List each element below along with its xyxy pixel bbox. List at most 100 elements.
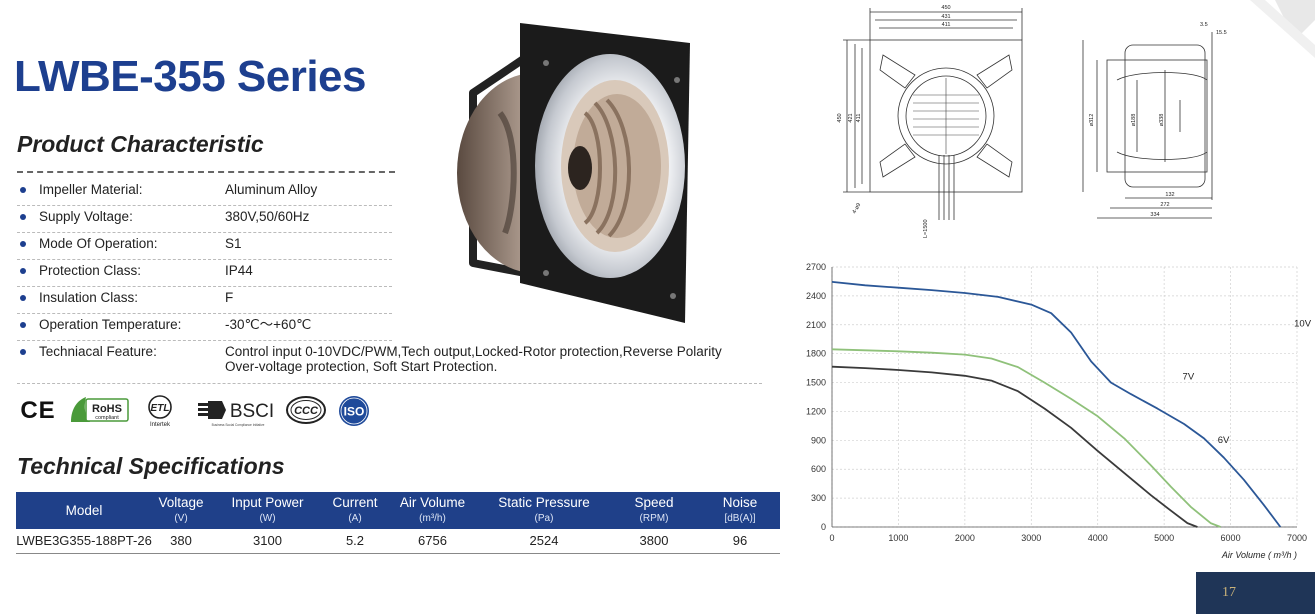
- y-tick-label: 1500: [806, 378, 826, 388]
- series-line-7v: [831, 348, 1221, 528]
- bullet-icon: [20, 349, 26, 355]
- ccc-icon: CCC: [286, 396, 326, 424]
- svg-text:RoHS: RoHS: [92, 403, 122, 415]
- table-cell: 2524: [480, 529, 608, 554]
- column-header: Air Volume (m³/h): [385, 492, 480, 529]
- svg-text:BSCI: BSCI: [230, 401, 274, 422]
- bullet-icon: [20, 241, 26, 247]
- bsci-icon: BSCI Business Social Compliance Initiati…: [198, 401, 274, 427]
- series-label: 7V: [1183, 372, 1195, 383]
- technical-specifications-table: Model Voltage (V) Input Power (W) Current(…: [16, 492, 780, 554]
- characteristic-value: F: [225, 290, 234, 305]
- svg-text:334: 334: [1150, 212, 1159, 218]
- iso-icon: ISO: [339, 396, 369, 426]
- svg-text:411: 411: [942, 22, 951, 28]
- series-line-10v: [831, 281, 1282, 528]
- series-title: LWBE-355 Series: [14, 52, 367, 101]
- table-cell: 3100: [210, 529, 325, 554]
- y-tick-label: 2400: [806, 291, 826, 301]
- row-divider: [17, 259, 392, 260]
- page-number: 17: [1222, 585, 1236, 600]
- table-cell: 3800: [608, 529, 700, 554]
- bullet-icon: [20, 268, 26, 274]
- section-divider: [17, 171, 395, 173]
- svg-text:421: 421: [848, 113, 854, 122]
- dimension-drawing: 450 431 411 450 421 411 4-ø9 L=1500 3.5 …: [837, 5, 1227, 238]
- performance-chart: 0 300 600 900 1200 1500 1800 2100 2400 2700 0 1000 2…: [806, 262, 1312, 560]
- column-header: Current (A): [325, 492, 385, 529]
- bullet-icon: [20, 187, 26, 193]
- characteristic-label: Insulation Class:: [39, 290, 139, 305]
- bullet-icon: [20, 295, 26, 301]
- svg-text:132: 132: [1165, 192, 1174, 198]
- table-row: LWBE3G355-188PT-26 380 3100 5.2 6756 252…: [16, 529, 780, 554]
- svg-text:compliant: compliant: [95, 415, 119, 421]
- characteristic-label: Techniacal Feature:: [39, 344, 157, 359]
- x-axis-title: Air Volume ( m³/h ): [1221, 550, 1297, 560]
- series-label: 6V: [1218, 435, 1230, 446]
- column-header: Input Power (W): [210, 492, 325, 529]
- table-cell: 380: [152, 529, 210, 554]
- table-cell: LWBE3G355-188PT-26: [16, 529, 152, 554]
- y-tick-label: 1200: [806, 406, 826, 416]
- svg-text:272: 272: [1160, 202, 1169, 208]
- y-tick-label: 2100: [806, 320, 826, 330]
- product-characteristic-heading: Product Characteristic: [17, 131, 264, 157]
- page-number-tab: [1196, 572, 1315, 614]
- svg-text:411: 411: [856, 114, 862, 123]
- x-tick-label: 3000: [1021, 533, 1041, 543]
- svg-text:3.5: 3.5: [1200, 22, 1208, 28]
- svg-text:431: 431: [941, 14, 950, 20]
- row-divider: [17, 313, 392, 314]
- svg-text:Business Social Compliance Ini: Business Social Compliance Initiative: [212, 423, 265, 427]
- column-header: Static Pressure (Pa): [480, 492, 608, 529]
- y-tick-label: 2700: [806, 262, 826, 272]
- characteristic-value-continued: Over-voltage protection, Soft Start Prot…: [225, 359, 498, 374]
- characteristic-label: Supply Voltage:: [39, 209, 133, 224]
- row-divider: [17, 205, 392, 206]
- x-tick-label: 6000: [1221, 533, 1241, 543]
- bullet-icon: [20, 214, 26, 220]
- table-cell: 96: [700, 529, 780, 554]
- column-header: Noise [dB(A)]: [700, 492, 780, 529]
- characteristic-value: -30℃～+60℃: [225, 317, 312, 332]
- characteristic-label: Protection Class:: [39, 263, 142, 278]
- series-line-6v: [831, 365, 1198, 528]
- corner-decoration: [1250, 0, 1315, 58]
- characteristic-value: IP44: [225, 263, 253, 278]
- characteristic-value: Control input 0-10VDC/PWM,Tech output,Lo…: [225, 344, 722, 359]
- x-tick-label: 5000: [1154, 533, 1174, 543]
- svg-text:ETL: ETL: [151, 403, 170, 414]
- row-divider: [17, 286, 392, 287]
- y-tick-label: 300: [811, 493, 826, 503]
- characteristic-value: 380V,50/60Hz: [225, 209, 310, 224]
- svg-text:L=1500: L=1500: [923, 219, 929, 238]
- certification-logos: CE RoHS compliant ETL Intertek BSCI Busi…: [20, 394, 420, 428]
- svg-text:ISO: ISO: [344, 405, 365, 419]
- series-label: 10V: [1294, 319, 1312, 330]
- svg-text:ø312: ø312: [1089, 114, 1095, 127]
- characteristic-label: Operation Temperature:: [39, 317, 182, 332]
- svg-text:ø338: ø338: [1159, 114, 1165, 127]
- x-tick-label: 7000: [1287, 533, 1307, 543]
- characteristic-value: S1: [225, 236, 242, 251]
- column-header: Voltage (V): [152, 492, 210, 529]
- x-tick-label: 1000: [888, 533, 908, 543]
- etl-intertek-icon: ETL Intertek: [148, 395, 172, 428]
- svg-text:450: 450: [837, 113, 843, 122]
- svg-text:4-ø9: 4-ø9: [852, 202, 863, 215]
- ce-mark-icon: CE: [20, 397, 56, 424]
- y-tick-label: 0: [821, 522, 826, 532]
- row-divider: [17, 383, 762, 384]
- bullet-icon: [20, 322, 26, 328]
- svg-text:CCC: CCC: [294, 405, 319, 417]
- y-tick-label: 1800: [806, 349, 826, 359]
- table-cell: 5.2: [325, 529, 385, 554]
- row-divider: [17, 232, 392, 233]
- fan-product-image: [457, 23, 690, 323]
- characteristic-label: Impeller Material:: [39, 182, 143, 197]
- x-tick-label: 0: [829, 533, 834, 543]
- rohs-icon: RoHS compliant: [71, 397, 129, 422]
- column-header: Speed (RPM): [608, 492, 700, 529]
- y-tick-label: 900: [811, 435, 826, 445]
